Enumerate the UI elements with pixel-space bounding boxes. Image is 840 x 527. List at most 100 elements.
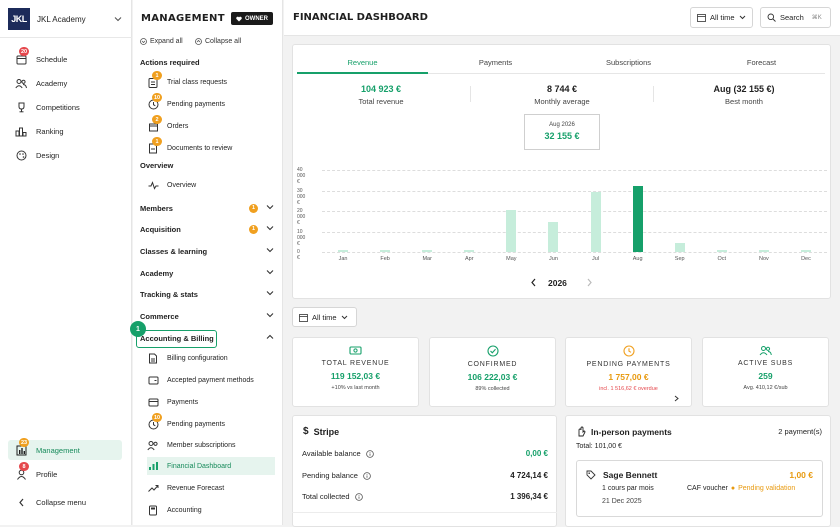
payment-entry[interactable]	[576, 460, 823, 517]
section-commerce[interactable]: Commerce	[140, 308, 276, 324]
nav-label: Ranking	[36, 126, 64, 136]
section-academy[interactable]: Academy	[140, 265, 276, 281]
orders-badge: 2	[152, 115, 162, 124]
bar-feb[interactable]	[380, 250, 391, 252]
payments[interactable]: Payments	[147, 393, 275, 411]
overview-label: Overview	[167, 181, 197, 189]
x-tick-label: Dec	[801, 256, 811, 262]
bar-may[interactable]	[506, 209, 517, 252]
tab-forecast[interactable]: Forecast	[746, 58, 777, 67]
nav-design[interactable]: Design	[8, 145, 124, 165]
nav-academy[interactable]: Academy	[8, 73, 124, 93]
bar-apr[interactable]	[464, 250, 475, 252]
tab-subscriptions[interactable]: Subscriptions	[605, 58, 652, 67]
tab-revenue[interactable]: Revenue	[297, 52, 428, 74]
kpi-subtext: incl. 1 516,62 € overdue	[599, 386, 658, 392]
pending-badge: 10	[152, 93, 163, 102]
nav-management[interactable]: 23 Management	[8, 438, 122, 460]
overview-item[interactable]: Overview	[147, 176, 275, 194]
bar-aug[interactable]	[632, 186, 643, 252]
section-tracking[interactable]: Tracking & stats	[140, 286, 276, 302]
collapse-all-button[interactable]: Collapse all	[195, 38, 241, 45]
section-accounting[interactable]: Accounting & Billing	[140, 330, 276, 346]
info-icon[interactable]	[365, 449, 374, 458]
expand-all-button[interactable]: Expand all	[140, 38, 183, 45]
stat-value: 8 744 €	[546, 84, 578, 94]
stat-best-month: Aug (32 155 €) Best month	[669, 84, 819, 106]
stat-label: Total revenue	[358, 97, 404, 106]
collapse-menu-button[interactable]: Collapse menu	[8, 492, 124, 512]
next-year-button[interactable]	[586, 278, 593, 287]
payment-description: 1 cours par mois	[602, 485, 654, 492]
financial-dashboard[interactable]: Financial Dashboard	[147, 457, 275, 475]
stat-label: Monthly average	[534, 97, 590, 106]
billing-label: Accepted payment methods	[167, 376, 254, 384]
revenue-forecast[interactable]: Revenue Forecast	[147, 479, 275, 497]
box-icon: 2	[147, 115, 162, 132]
chart-tooltip: Aug 2026 32 155 €	[524, 114, 600, 150]
time-filter-select[interactable]: All time	[292, 307, 357, 327]
payment-method-line: CAF voucher ● Pending validation	[687, 485, 795, 492]
nav-schedule[interactable]: 20 Schedule	[8, 47, 124, 69]
action-orders[interactable]: 2 Orders	[147, 115, 275, 135]
org-switcher[interactable]: JKL JKL Academy	[8, 8, 126, 30]
search-label: Search	[780, 13, 804, 22]
period-select[interactable]: All time	[690, 7, 753, 28]
info-icon[interactable]	[354, 492, 363, 501]
bar-nov[interactable]	[758, 250, 769, 252]
accepted-payment-methods[interactable]: Accepted payment methods	[147, 371, 275, 389]
pulse-icon	[147, 179, 159, 191]
tab-payments[interactable]: Payments	[478, 58, 513, 67]
palette-icon	[14, 148, 28, 162]
section-classes[interactable]: Classes & learning	[140, 243, 276, 259]
section-members[interactable]: Members 1	[140, 200, 276, 216]
kpi-value: 106 222,03 €	[467, 372, 518, 382]
section-label: Classes & learning	[140, 246, 208, 256]
stripe-row-pending: Pending balance	[302, 471, 371, 480]
payer-name: Sage Bennett	[603, 470, 658, 480]
info-icon[interactable]	[363, 471, 371, 480]
pending-balance-value: 4 724,14 €	[510, 471, 548, 480]
chevron-down-icon	[266, 226, 274, 231]
section-acquisition[interactable]: Acquisition 1	[140, 221, 276, 237]
nav-profile[interactable]: 8 Profile	[8, 462, 124, 484]
billing-configuration[interactable]: Billing configuration	[147, 349, 275, 367]
in-person-total: Total: 101,00 €	[576, 443, 622, 450]
bar-mar[interactable]	[422, 250, 433, 252]
bar-dec[interactable]	[800, 250, 811, 252]
kpi-pending-payments[interactable]: PENDING PAYMENTS 1 757,00 € incl. 1 516,…	[565, 337, 692, 407]
section-label: Academy	[140, 268, 174, 278]
trial-badge: 1	[152, 71, 162, 80]
owner-badge: OWNER	[231, 12, 273, 25]
billing-pending-payments[interactable]: 10 Pending payments	[147, 413, 275, 433]
row-label: Pending balance	[302, 471, 358, 480]
bar-jun[interactable]	[548, 222, 559, 252]
in-person-title: In-person payments	[591, 426, 672, 437]
accounting[interactable]: Accounting	[147, 501, 275, 519]
x-tick-label: May	[506, 256, 517, 262]
search-icon	[767, 13, 776, 22]
member-subscriptions[interactable]: Member subscriptions	[147, 436, 275, 454]
bar-sep[interactable]	[674, 242, 685, 252]
billing-label: Financial Dashboard	[167, 462, 232, 470]
stripe-header: $ Stripe	[303, 426, 339, 437]
bar-jan[interactable]	[338, 249, 349, 252]
overview-heading: Overview	[140, 161, 174, 170]
bar-jul[interactable]	[590, 191, 601, 252]
nav-ranking[interactable]: Ranking	[8, 121, 124, 141]
action-documents[interactable]: 1 Documents to review	[147, 137, 275, 157]
kpi-value: 119 152,03 €	[330, 371, 381, 381]
clipboard-icon: 1	[147, 71, 162, 88]
grid-line	[322, 252, 827, 253]
prev-year-button[interactable]	[530, 278, 537, 287]
bar-oct[interactable]	[716, 250, 727, 252]
payer-line: Sage Bennett	[586, 470, 657, 480]
dollar-icon: $	[303, 426, 309, 437]
calculator-icon	[147, 504, 159, 516]
section-label: Members	[140, 203, 173, 213]
search-button[interactable]: Search ⌘K	[760, 7, 831, 28]
action-pending-payments[interactable]: 10 Pending payments	[147, 93, 275, 113]
action-trial-requests[interactable]: 1 Trial class requests	[147, 71, 275, 91]
nav-competitions[interactable]: Competitions	[8, 97, 124, 117]
chevron-up-icon	[266, 334, 274, 339]
